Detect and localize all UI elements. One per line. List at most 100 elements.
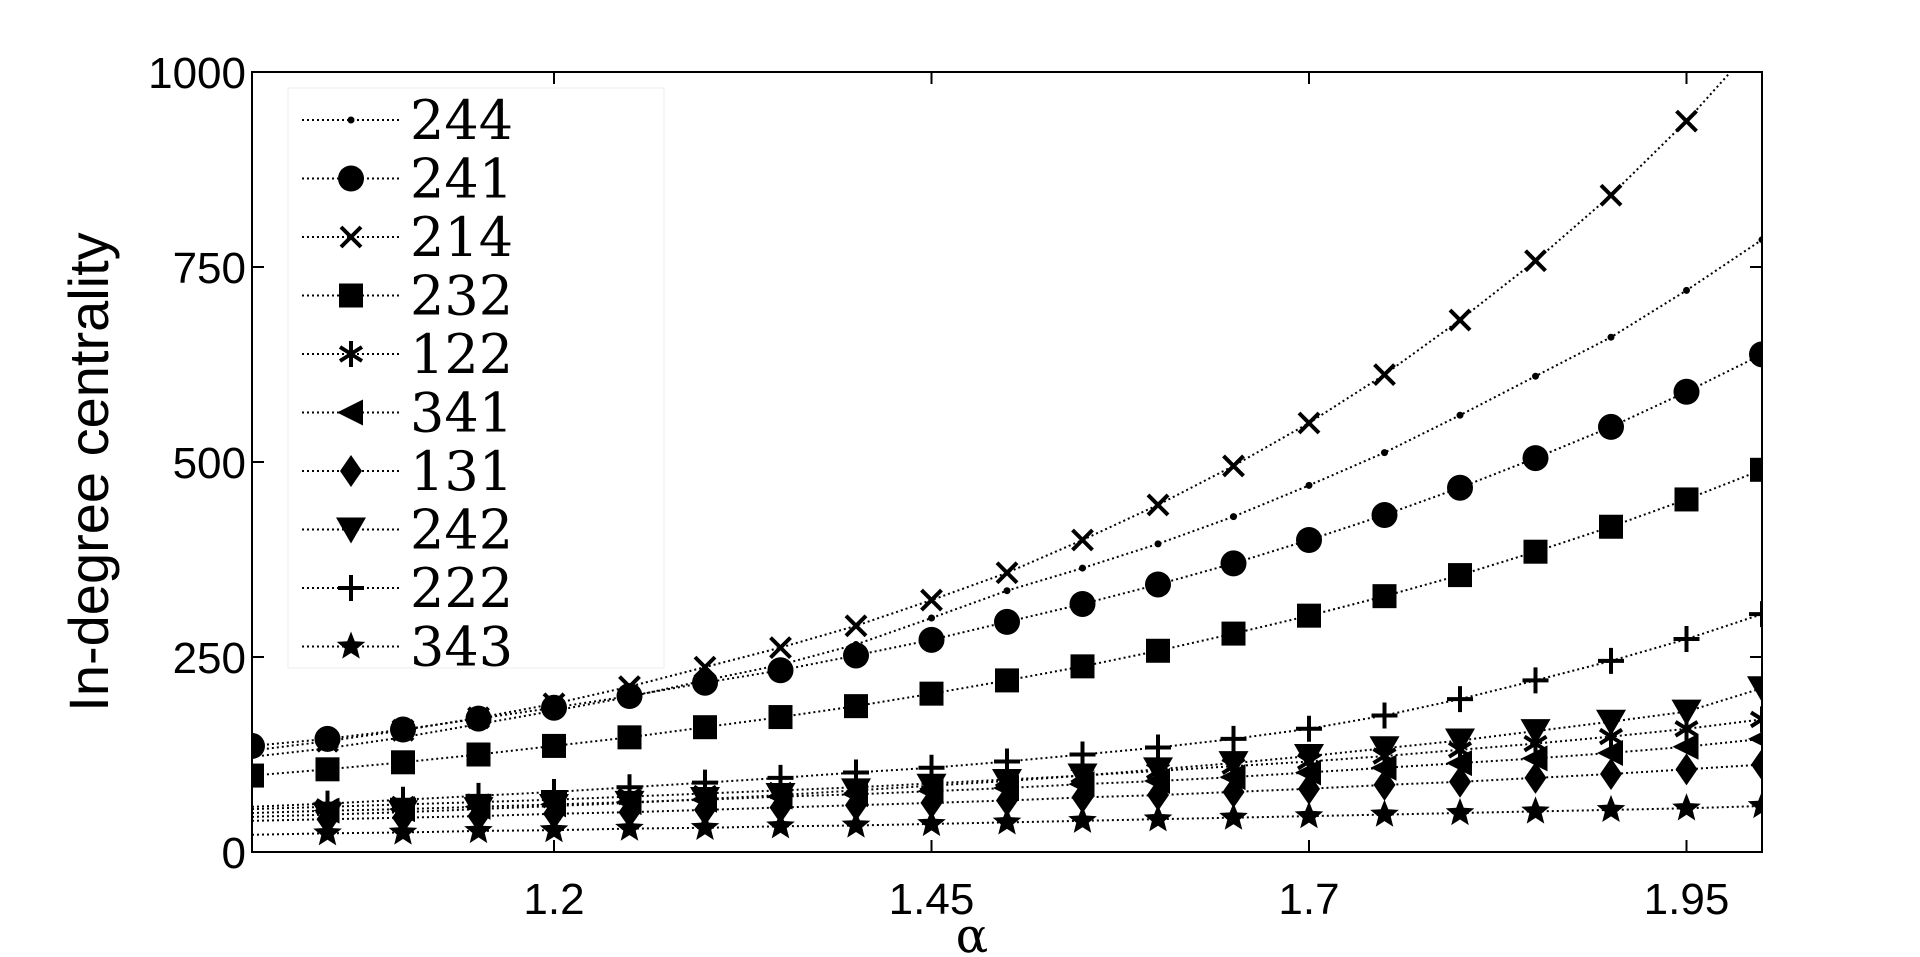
data-point-244: [1079, 564, 1086, 572]
data-point-131: [1675, 753, 1698, 786]
legend-entry-241: 241: [302, 148, 513, 211]
legend-label: 241: [410, 148, 513, 211]
data-point-232: [1070, 654, 1095, 679]
data-point-343: [539, 815, 569, 843]
series-232: [252, 457, 1762, 788]
legend-entry-242: 242: [302, 499, 513, 562]
data-point-242: [614, 790, 645, 817]
legend-label: 343: [410, 616, 513, 679]
data-point-242: [841, 778, 871, 805]
data-point-232: [1599, 514, 1623, 539]
data-point-222: [616, 774, 643, 801]
data-point-244: [1456, 411, 1464, 419]
x-tick-label: 1.95: [1644, 875, 1730, 924]
data-point-232: [1674, 487, 1699, 512]
data-point-241: [252, 732, 265, 759]
data-point-232: [617, 725, 642, 750]
series-242: [252, 676, 1762, 829]
data-point-244: [1607, 333, 1615, 341]
legend-entry-214: 214: [302, 206, 513, 269]
tick-labels: 1.2 1.45 1.7 1.95 0 250 500 750 1000: [148, 49, 1729, 924]
data-point-222: [541, 778, 567, 805]
data-point-241: [994, 608, 1020, 635]
legend-marker-222: [338, 575, 364, 601]
data-point-343: [1747, 791, 1762, 819]
data-point-241: [616, 683, 643, 709]
data-point-244: [1305, 481, 1313, 489]
y-tick-label: 250: [173, 634, 246, 683]
data-point-131: [1524, 761, 1547, 794]
data-point-241: [918, 626, 945, 653]
data-point-214: [1675, 109, 1698, 133]
x-tick-label: 1.2: [523, 875, 584, 924]
data-point-242: [463, 797, 494, 824]
data-point-241: [843, 642, 869, 669]
data-point-222: [1749, 601, 1762, 628]
data-point-214: [995, 561, 1019, 585]
data-point-131: [1449, 765, 1471, 798]
legend-label: 214: [410, 206, 513, 269]
legend-label: 244: [410, 89, 513, 152]
data-point-131: [1373, 768, 1396, 801]
data-point-242: [1218, 751, 1249, 778]
data-point-341: [1295, 759, 1321, 786]
data-point-242: [1369, 736, 1400, 763]
legend-marker-131: [340, 455, 362, 487]
data-point-214: [1146, 493, 1170, 517]
data-point-214: [316, 729, 339, 753]
data-point-241: [1371, 502, 1398, 529]
data-point-341: [1446, 750, 1472, 777]
data-point-242: [1067, 763, 1098, 790]
data-point-244: [1154, 540, 1162, 548]
data-point-242: [1747, 676, 1762, 703]
x-tick-label: 1.7: [1278, 875, 1339, 924]
data-point-232: [1146, 638, 1170, 663]
data-point-241: [1522, 445, 1549, 472]
data-point-222: [1447, 686, 1473, 713]
data-point-214: [1599, 183, 1623, 207]
legend-marker-122: [338, 341, 364, 367]
data-point-343: [1294, 801, 1324, 829]
data-point-222: [843, 759, 869, 786]
data-point-131: [1600, 758, 1622, 790]
legend-label: 222: [410, 557, 513, 620]
data-point-242: [690, 786, 720, 813]
data-point-214: [1448, 308, 1472, 332]
data-point-232: [1297, 603, 1321, 628]
data-point-214: [618, 675, 641, 699]
data-point-241: [1749, 341, 1762, 368]
data-point-131: [1751, 748, 1762, 781]
data-point-222: [1296, 715, 1322, 742]
legend-entry-222: 222: [302, 557, 513, 620]
data-point-343: [1068, 805, 1097, 833]
data-point-343: [388, 817, 418, 845]
data-point-241: [1069, 590, 1096, 617]
legend-marker-341: [337, 399, 363, 426]
data-point-222: [465, 782, 492, 809]
data-point-244: [1381, 449, 1388, 457]
data-point-244: [928, 614, 935, 622]
data-point-242: [1671, 699, 1702, 726]
legend-label: 232: [410, 265, 513, 328]
data-point-343: [992, 807, 1022, 835]
y-tick-label: 500: [173, 439, 246, 488]
data-point-222: [994, 748, 1020, 775]
data-point-222: [918, 754, 945, 781]
data-point-232: [768, 705, 793, 730]
legend-marker-214: [339, 225, 363, 249]
data-point-341: [1672, 733, 1699, 760]
data-point-222: [1220, 725, 1247, 752]
data-point-214: [1752, 27, 1772, 47]
legend-entry-343: 343: [302, 616, 513, 679]
data-point-242: [765, 783, 796, 810]
x-axis-label: α: [956, 908, 988, 957]
data-point-244: [1532, 372, 1539, 380]
data-point-242: [1520, 719, 1551, 746]
data-point-131: [1222, 775, 1245, 808]
data-point-343: [1596, 794, 1626, 822]
data-point-131: [996, 784, 1018, 817]
y-tick-label: 1000: [148, 49, 246, 98]
legend-marker-232: [339, 283, 363, 308]
